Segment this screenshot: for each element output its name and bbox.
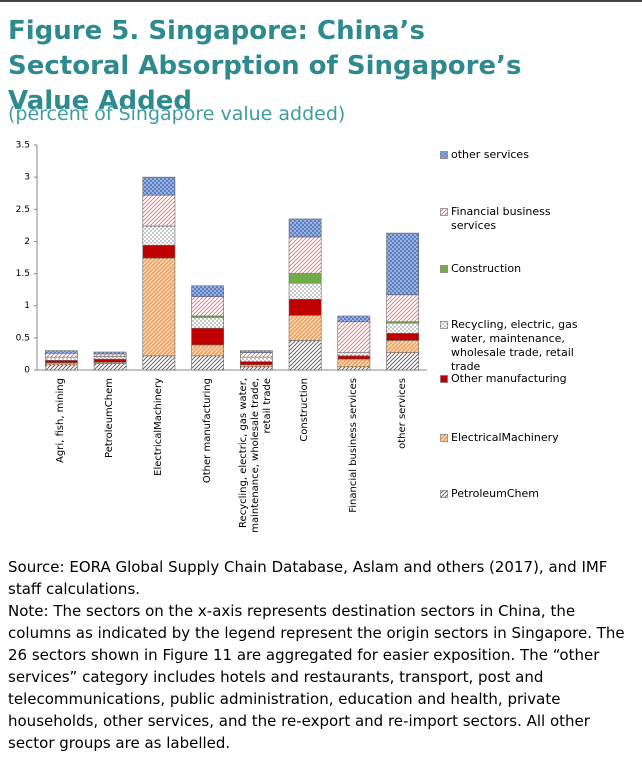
y-tick-label: 2 [24,237,30,247]
bar-segment [337,315,371,323]
bar-segment [191,327,225,346]
chart-subtitle: (percent of Singapore value added) [8,103,346,125]
legend-item: ElectricalMachinery [440,431,591,445]
bar-segment [142,257,176,357]
legend-item: PetroleumChem [440,487,591,501]
bar-segment [288,218,322,238]
bar-segment [191,296,225,317]
source: Source: EORA Global Supply Chain Databas… [8,558,608,598]
legend-swatch [440,265,448,273]
bar-segment [239,366,273,371]
legend-swatch [440,151,448,159]
legend-item: Financial business services [440,205,591,233]
bar-segment [288,236,322,274]
bar-segment [142,176,176,196]
bar-segment [239,350,273,353]
y-tick-label: 1 [24,301,30,311]
bar-segment [93,356,127,360]
x-tick-label: Agri, fish, mining [55,378,67,463]
notes: Source: EORA Global Supply Chain Databas… [8,556,636,754]
x-tick-label: Recycling, electric, gas water, maintena… [238,378,274,533]
note: Note: The sectors on the x-axis represen… [8,602,625,752]
bar-segment [44,350,78,354]
bar-segment [93,358,127,363]
bar-segment [239,361,273,366]
legend-item: Construction [440,262,591,276]
chart: 0 0.5 1 1.5 2 2.5 3 3.5 [0,0,642,376]
bar-segment [44,356,78,361]
y-tick-label: 3 [24,173,30,183]
x-tick-label: PetroleumChem [104,378,116,458]
bar-segment [386,333,420,341]
y-tick-label: 1.5 [16,269,30,279]
bar-segment [386,232,420,296]
bar-segment [288,298,322,316]
legend-swatch [440,208,448,216]
bar-segment [191,285,225,298]
legend-swatch [440,490,448,498]
bar-segment [337,358,371,368]
bar-segment [239,356,273,362]
bar-segment [386,322,420,334]
bar-segment [337,352,371,357]
y-tick-label: 0.5 [16,333,30,343]
legend-item: Recycling, electric, gas water, maintena… [440,318,591,374]
bar-segment [191,316,225,329]
bar-segment [288,273,322,284]
x-tick-label: Other manufacturing [201,378,213,484]
bar-segment [44,352,78,358]
x-tick-label: Financial business services [347,378,359,513]
legend-item: Other manufacturing [440,372,591,386]
bar-segment [239,352,273,358]
chart-title: Figure 5. Singapore: China’s Sectoral Ab… [8,16,522,116]
bar-segment [386,294,420,323]
y-tick-label: 0 [24,366,30,376]
bar-segment [44,360,78,364]
x-tick-label: Construction [299,378,311,442]
x-tick-label: other services [396,378,408,449]
bar-segment [337,366,371,371]
legend-swatch [440,434,448,442]
bar-segment [386,340,420,353]
bar-segment [191,355,225,371]
bar-segment [288,282,322,300]
y-tick-label: 2.5 [16,205,30,215]
legend-swatch [440,321,448,329]
bar-segment [142,355,176,371]
bar-segment [142,194,176,227]
legend-swatch [440,375,448,383]
bar-segment [337,355,371,360]
bar-segment [288,340,322,371]
bar-segment [142,225,176,246]
bar-segment [93,363,127,371]
bar-segment [337,321,371,353]
bar-segment [44,364,78,371]
bar-segment [191,344,225,357]
bar-segment [93,353,127,357]
bar-segment [142,244,176,259]
bar-segment [386,352,420,371]
bar-segment [288,315,322,341]
bar-segment [93,351,127,355]
legend-item: other services [440,148,591,162]
x-tick-label: ElectricalMachinery [152,378,164,476]
y-tick-label: 3.5 [16,141,30,151]
